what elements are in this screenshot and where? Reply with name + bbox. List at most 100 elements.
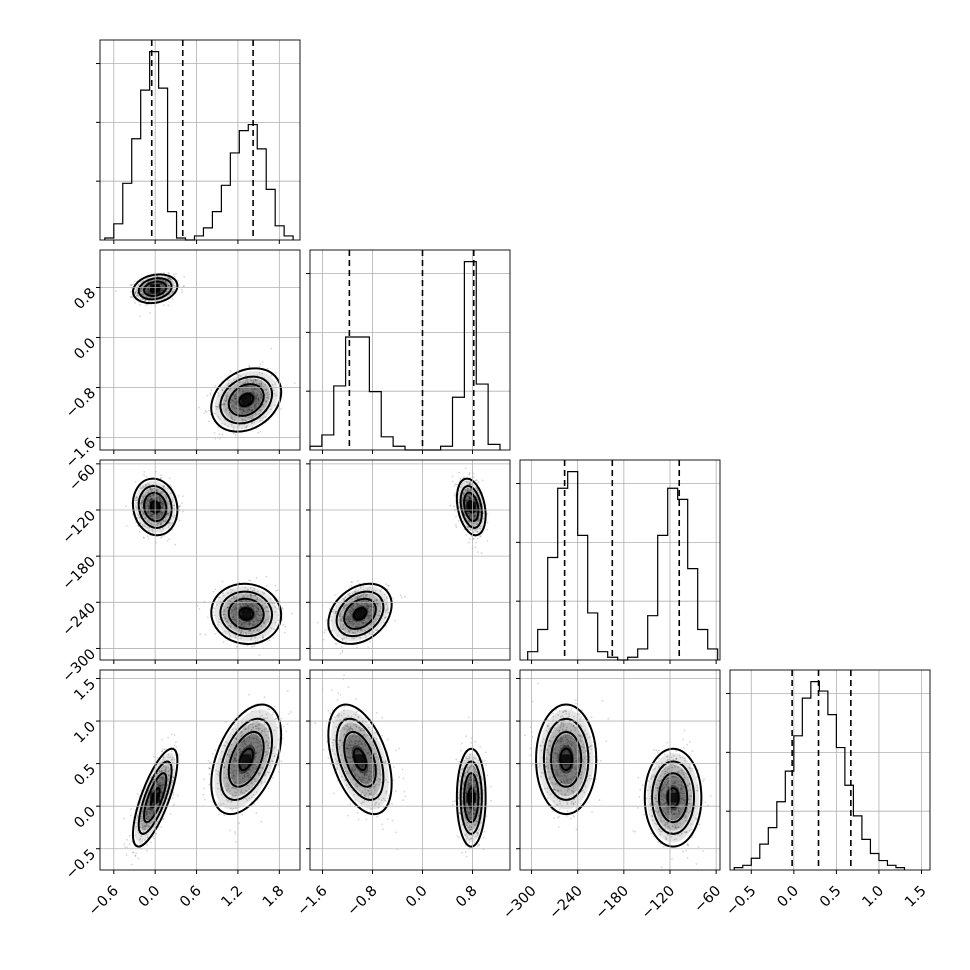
- scatter-point: [345, 621, 348, 624]
- scatter-point: [347, 615, 350, 618]
- scatter-point: [162, 776, 165, 779]
- scatter-point: [205, 410, 208, 413]
- scatter-point: [204, 633, 207, 636]
- scatter-point: [366, 593, 369, 596]
- scatter-point: [469, 497, 472, 500]
- scatter-point: [259, 383, 262, 386]
- scatter-point: [152, 513, 155, 516]
- scatter-point: [174, 741, 177, 744]
- contour-line: [238, 392, 255, 408]
- scatter-point: [162, 756, 165, 759]
- scatter-point: [239, 606, 242, 608]
- scatter-point: [257, 399, 260, 402]
- scatter-point: [234, 609, 236, 611]
- scatter-point: [208, 409, 211, 412]
- scatter-point: [245, 599, 248, 602]
- scatter-point: [232, 595, 235, 598]
- scatter-point: [385, 602, 388, 605]
- scatter-point: [229, 612, 232, 615]
- scatter-point: [147, 510, 150, 512]
- scatter-point: [351, 619, 354, 622]
- scatter-point: [253, 392, 256, 395]
- scatter-point: [256, 629, 259, 632]
- scatter-point: [268, 393, 271, 396]
- scatter-point: [383, 599, 386, 601]
- scatter-point: [469, 528, 471, 531]
- scatter-point: [263, 399, 266, 402]
- scatter-point: [233, 618, 236, 621]
- scatter-point: [225, 395, 228, 397]
- scatter-point: [136, 289, 138, 291]
- scatter-point: [136, 499, 139, 502]
- scatter-point: [359, 596, 361, 599]
- scatter-point: [257, 609, 260, 611]
- scatter-point: [361, 623, 364, 625]
- scatter-point: [248, 624, 251, 627]
- contour-line: [219, 590, 273, 638]
- scatter-point: [172, 284, 175, 287]
- scatter-point: [225, 397, 228, 400]
- scatter-point: [171, 499, 174, 502]
- scatter-point: [374, 589, 377, 592]
- scatter-point: [240, 623, 243, 626]
- scatter-point: [360, 629, 363, 632]
- scatter-point: [142, 486, 145, 489]
- scatter-point: [346, 619, 348, 621]
- scatter-point: [144, 817, 147, 820]
- scatter-point: [375, 613, 378, 616]
- scatter-point: [160, 500, 162, 502]
- scatter-point: [162, 271, 165, 274]
- scatter-point: [236, 610, 238, 613]
- scatter-point: [335, 610, 338, 613]
- scatter-point: [341, 615, 344, 618]
- scatter-point: [245, 387, 248, 390]
- scatter-point: [233, 402, 236, 405]
- scatter-point: [246, 604, 248, 607]
- scatter-point: [125, 838, 128, 841]
- contour-line: [143, 280, 168, 297]
- scatter-point: [256, 619, 259, 622]
- scatter-point: [160, 770, 163, 773]
- scatter-point: [368, 603, 371, 606]
- scatter-point: [263, 621, 266, 624]
- scatter-point: [141, 809, 144, 812]
- scatter-point: [162, 485, 165, 488]
- scatter-point: [367, 614, 370, 617]
- scatter-point: [138, 530, 141, 533]
- scatter-point: [235, 621, 238, 623]
- scatter-point: [250, 406, 253, 409]
- scatter-point: [151, 809, 154, 812]
- scatter-point: [257, 400, 260, 403]
- scatter-point: [370, 605, 373, 607]
- scatter-point: [477, 481, 480, 484]
- scatter-point: [217, 596, 220, 599]
- scatter-point: [241, 622, 244, 625]
- scatter-point: [476, 498, 479, 501]
- scatter-point: [254, 404, 257, 407]
- scatter-point: [214, 412, 217, 415]
- contour-line: [143, 491, 168, 523]
- scatter-point: [225, 614, 228, 617]
- scatter-point: [167, 294, 170, 297]
- scatter-point: [147, 507, 150, 510]
- scatter-point: [248, 364, 251, 367]
- scatter-point: [239, 605, 242, 608]
- scatter-point: [161, 511, 164, 514]
- scatter-point: [144, 506, 147, 509]
- scatter-point: [160, 791, 163, 794]
- scatter-point: [376, 602, 379, 605]
- scatter-point: [387, 608, 390, 611]
- scatter-point: [139, 290, 142, 292]
- scatter-point: [162, 777, 164, 780]
- scatter-point: [235, 603, 238, 605]
- scatter-point: [149, 516, 152, 518]
- scatter-point: [164, 768, 167, 771]
- scatter-point: [170, 750, 173, 753]
- scatter-point: [167, 780, 170, 783]
- scatter-point: [355, 590, 358, 593]
- scatter-point: [260, 393, 263, 396]
- scatter-point: [167, 736, 170, 739]
- scatter-point: [238, 607, 240, 610]
- scatter-point: [168, 537, 171, 540]
- scatter-point: [255, 396, 258, 399]
